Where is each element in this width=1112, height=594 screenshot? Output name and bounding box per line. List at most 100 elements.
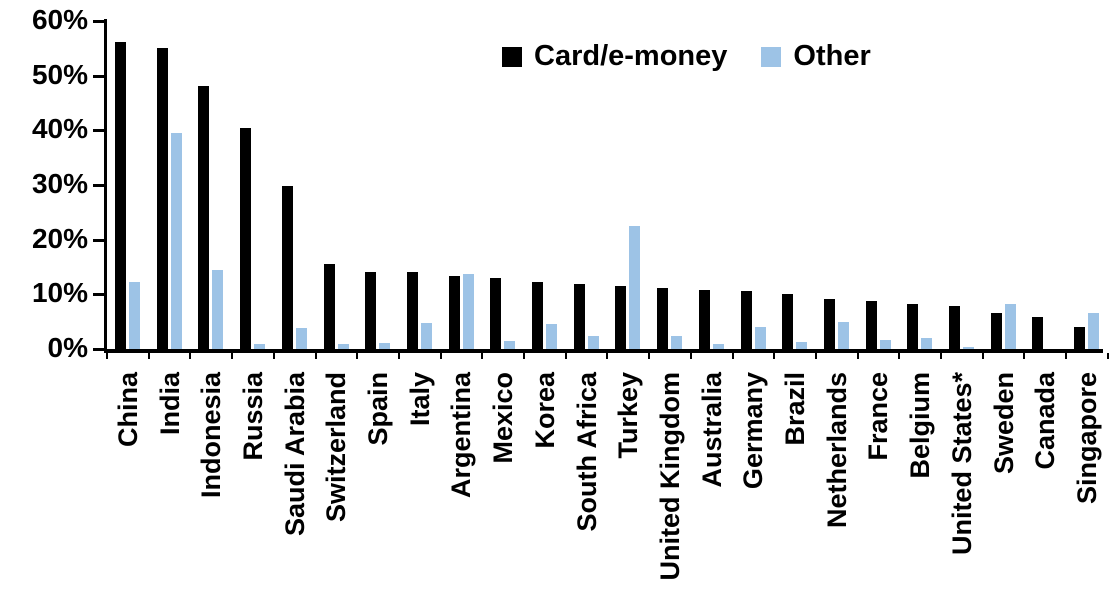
y-tick-label: 0% (47, 332, 88, 363)
bar-other (379, 342, 391, 349)
x-axis-label: India (154, 372, 185, 436)
y-tick-label: 40% (31, 113, 88, 145)
bar-card-e-money (1074, 327, 1086, 349)
bar-card-e-money (156, 48, 168, 349)
x-axis-label: United States* (946, 372, 977, 556)
bar-other (212, 269, 224, 349)
bar-card-e-money (657, 288, 669, 349)
x-tick (648, 353, 651, 359)
bar-other (462, 273, 474, 349)
y-tick (93, 348, 104, 351)
bar-card-e-money (532, 282, 543, 349)
bar-other (879, 339, 891, 349)
y-tick (93, 129, 104, 133)
x-tick (1065, 353, 1068, 359)
bar-card-e-money (1032, 316, 1044, 349)
x-tick (231, 353, 234, 359)
x-tick (773, 353, 776, 359)
y-tick (93, 20, 104, 23)
y-tick (93, 184, 104, 187)
bar-other (796, 341, 808, 349)
x-axis-label: Mexico (488, 372, 519, 464)
x-axis-label: Singapore (1071, 372, 1102, 505)
x-axis-line (104, 349, 1103, 353)
bar-other (837, 321, 849, 349)
bar-other (129, 281, 140, 349)
x-tick (898, 353, 901, 359)
bar-other (170, 132, 182, 349)
y-tick (93, 74, 104, 78)
x-tick (106, 353, 108, 359)
bar-other (1088, 312, 1100, 349)
x-tick (397, 353, 400, 359)
x-axis-label: Switzerland (321, 372, 352, 523)
bar-other (504, 341, 516, 349)
x-tick (439, 353, 442, 359)
x-axis-label: Russia (237, 372, 268, 461)
bar-card-e-money (365, 271, 377, 349)
bar-other (254, 343, 266, 349)
bar-card-e-money (323, 263, 335, 349)
x-tick (981, 353, 984, 359)
bar-other (546, 323, 557, 349)
x-axis-label: Sweden (988, 372, 1019, 475)
x-axis-label: China (112, 372, 143, 448)
bar-card-e-money (865, 301, 877, 349)
x-tick (689, 353, 692, 359)
x-tick (564, 353, 567, 359)
x-axis-label: Netherlands (821, 372, 852, 529)
x-tick (189, 353, 192, 359)
bar-other (1004, 304, 1016, 349)
bar-other (337, 344, 349, 349)
y-tick (93, 293, 104, 297)
y-tick (93, 238, 104, 242)
legend-label-card-e-money: Card/e-money (534, 40, 728, 72)
x-axis-label: Italy (404, 372, 435, 427)
x-tick (523, 353, 525, 359)
y-tick-label: 20% (31, 222, 88, 254)
x-tick (481, 353, 484, 359)
card-e-money-swatch-icon (502, 46, 522, 67)
bar-card-e-money (698, 289, 710, 349)
x-axis-label: United Kingdom (654, 372, 685, 581)
x-tick (272, 353, 275, 359)
x-tick (856, 353, 859, 359)
legend-item-card-e-money: Card/e-money (502, 42, 727, 71)
bar-other (963, 346, 974, 349)
bar-other (754, 327, 766, 349)
bar-other (420, 323, 432, 349)
x-axis-label: Canada (1030, 372, 1061, 470)
bar-card-e-money (740, 291, 752, 349)
bar-other (587, 335, 599, 349)
x-tick (814, 353, 817, 359)
bar-card-e-money (198, 85, 210, 349)
bar-card-e-money (823, 298, 835, 349)
bar-other (921, 337, 933, 349)
x-axis-label: Australia (696, 372, 727, 488)
x-tick (606, 353, 609, 359)
other-swatch-icon (761, 46, 782, 67)
bar-other (712, 343, 724, 349)
y-tick-label: 50% (31, 58, 88, 90)
x-axis-label: France (863, 372, 894, 461)
x-axis-label: Brazil (780, 372, 811, 446)
legend-item-other: Other (761, 42, 871, 71)
bar-other (671, 336, 683, 349)
x-axis-label: Indonesia (196, 372, 227, 499)
x-tick (356, 353, 359, 359)
x-axis-label: Saudi Arabia (279, 372, 310, 537)
y-tick-label: 60% (31, 4, 88, 35)
x-axis-label: South Africa (571, 372, 602, 532)
x-tick (314, 353, 317, 359)
x-tick (1023, 353, 1026, 359)
bar-card-e-money (990, 312, 1002, 349)
bar-card-e-money (240, 128, 252, 349)
bar-card-e-money (281, 186, 293, 349)
bar-card-e-money (907, 304, 919, 349)
y-tick-label: 10% (31, 277, 88, 309)
x-tick (147, 353, 150, 359)
bar-card-e-money (115, 41, 126, 349)
x-axis-label: Korea (529, 372, 560, 449)
x-axis-label: Turkey (613, 372, 644, 459)
